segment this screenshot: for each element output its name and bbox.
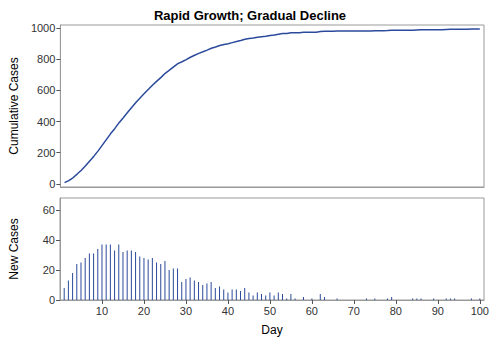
svg-text:90: 90: [432, 305, 444, 317]
svg-text:Day: Day: [261, 323, 282, 337]
svg-text:70: 70: [348, 305, 360, 317]
svg-text:New Cases: New Cases: [7, 218, 21, 279]
svg-text:50: 50: [264, 305, 276, 317]
svg-text:0: 0: [49, 294, 55, 306]
svg-text:Rapid Growth; Gradual Decline: Rapid Growth; Gradual Decline: [154, 8, 346, 23]
svg-text:0: 0: [49, 178, 55, 190]
svg-text:80: 80: [390, 305, 402, 317]
svg-text:1000: 1000: [31, 22, 55, 34]
svg-text:800: 800: [37, 53, 55, 65]
svg-text:10: 10: [96, 305, 108, 317]
svg-text:Cumulative Cases: Cumulative Cases: [7, 57, 21, 154]
svg-text:100: 100: [471, 305, 489, 317]
svg-text:600: 600: [37, 84, 55, 96]
svg-text:60: 60: [306, 305, 318, 317]
svg-text:20: 20: [138, 305, 150, 317]
svg-text:200: 200: [37, 147, 55, 159]
svg-text:40: 40: [222, 305, 234, 317]
svg-text:40: 40: [43, 234, 55, 246]
svg-text:30: 30: [180, 305, 192, 317]
svg-text:400: 400: [37, 116, 55, 128]
svg-text:20: 20: [43, 264, 55, 276]
svg-text:60: 60: [43, 204, 55, 216]
